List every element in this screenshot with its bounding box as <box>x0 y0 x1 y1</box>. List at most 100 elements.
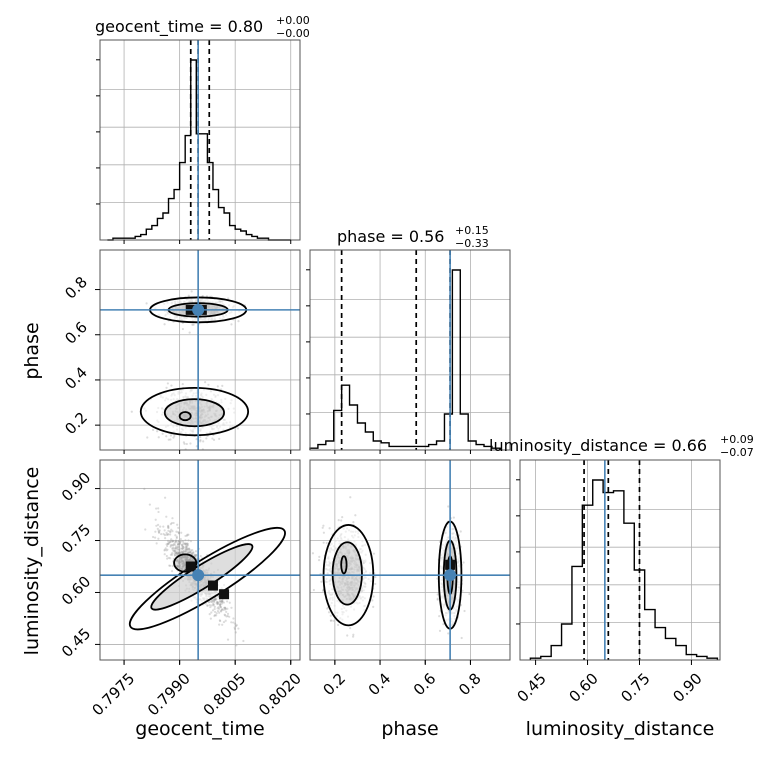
panel-frame <box>309 249 511 451</box>
sample-point <box>177 543 180 546</box>
panel-frame <box>519 459 721 661</box>
scatter-panel-luminosity-distance-vs-geocent-time <box>99 459 301 661</box>
sample-point <box>213 605 216 608</box>
sample-point <box>163 529 166 532</box>
sample-point <box>157 436 160 439</box>
sample-point <box>170 543 173 547</box>
sample-point <box>318 555 321 558</box>
title-luminosity-distance-plus: +0.09 <box>720 433 754 446</box>
sample-point <box>213 610 217 614</box>
sample-point <box>204 381 207 384</box>
sample-point <box>218 600 221 603</box>
sample-point <box>165 515 168 518</box>
sample-point <box>173 552 176 555</box>
sample-point <box>174 549 177 553</box>
sample-point <box>174 551 178 554</box>
sample-point <box>181 327 185 331</box>
sample-point <box>182 541 185 544</box>
sample-point <box>151 535 155 539</box>
sample-point <box>168 564 171 567</box>
sample-point <box>179 567 182 570</box>
sample-point <box>185 559 188 562</box>
sample-point <box>186 544 189 547</box>
hist-panel-geocent-time <box>96 39 301 241</box>
title-phase-plus: +0.15 <box>455 224 489 237</box>
sample-point <box>178 548 181 552</box>
xtick-label-luminosity-distance: 0.60 <box>565 670 601 706</box>
sample-point <box>171 544 175 547</box>
sample-point <box>210 611 213 614</box>
sample-point <box>179 540 182 543</box>
sample-point <box>166 382 169 385</box>
sample-point <box>213 614 216 618</box>
contour-line <box>139 386 250 437</box>
sample-point <box>154 518 157 521</box>
sample-point <box>175 560 178 563</box>
sample-point <box>374 582 377 586</box>
sample-point <box>224 606 227 609</box>
sample-point <box>189 549 192 552</box>
sample-point <box>329 619 332 622</box>
sample-point <box>148 503 151 506</box>
sample-point <box>171 549 175 552</box>
sample-point <box>322 524 325 527</box>
sample-point <box>447 632 450 635</box>
sample-point <box>176 546 179 549</box>
sample-point <box>218 437 221 440</box>
xtick-label-phase: 0.4 <box>365 670 395 700</box>
sample-point <box>167 525 170 528</box>
sample-point <box>182 562 185 565</box>
sample-point <box>237 320 240 323</box>
sample-point <box>171 451 173 453</box>
sample-point <box>171 517 174 520</box>
sample-point <box>171 553 174 556</box>
sample-point <box>214 597 217 600</box>
sample-point <box>185 556 188 559</box>
sample-point <box>193 554 196 557</box>
sample-point <box>220 600 223 603</box>
sample-point <box>176 560 179 563</box>
sample-point <box>187 558 190 561</box>
sample-point <box>215 614 218 617</box>
sample-point <box>177 548 180 551</box>
sample-point <box>222 608 225 612</box>
sample-point <box>174 551 177 555</box>
sample-point <box>181 547 184 550</box>
sample-point <box>185 548 189 551</box>
sample-point <box>185 557 189 560</box>
sample-point <box>155 542 158 545</box>
sample-point <box>178 552 181 555</box>
sample-point <box>190 552 193 556</box>
sample-point <box>194 550 198 553</box>
sample-point <box>211 437 214 440</box>
sample-point <box>322 541 325 544</box>
title-luminosity-distance-minus: −0.07 <box>720 446 754 459</box>
sample-point <box>216 601 219 604</box>
sample-point <box>182 545 185 549</box>
sample-point <box>220 608 224 611</box>
sample-point <box>178 561 181 564</box>
sample-point <box>183 550 186 553</box>
sample-point <box>226 612 230 615</box>
sample-point <box>225 615 228 618</box>
sample-point <box>143 487 146 491</box>
sample-point <box>463 609 466 613</box>
sample-point <box>186 543 189 547</box>
sample-point <box>177 532 181 535</box>
sample-point <box>211 598 215 601</box>
sample-point <box>177 560 180 563</box>
sample-point <box>199 438 202 442</box>
sample-point <box>215 602 218 605</box>
contour-line <box>340 555 348 575</box>
sample-point <box>221 600 224 603</box>
xlabel-geocent-time: geocent_time <box>135 718 264 740</box>
sample-point <box>175 530 178 533</box>
sample-point <box>212 604 215 607</box>
sample-point <box>232 621 235 624</box>
sample-point <box>219 600 222 604</box>
sample-point <box>157 507 160 510</box>
xtick-label-geocent-time: 0.8020 <box>255 670 305 720</box>
sample-point <box>199 436 202 439</box>
sample-point <box>220 599 224 602</box>
